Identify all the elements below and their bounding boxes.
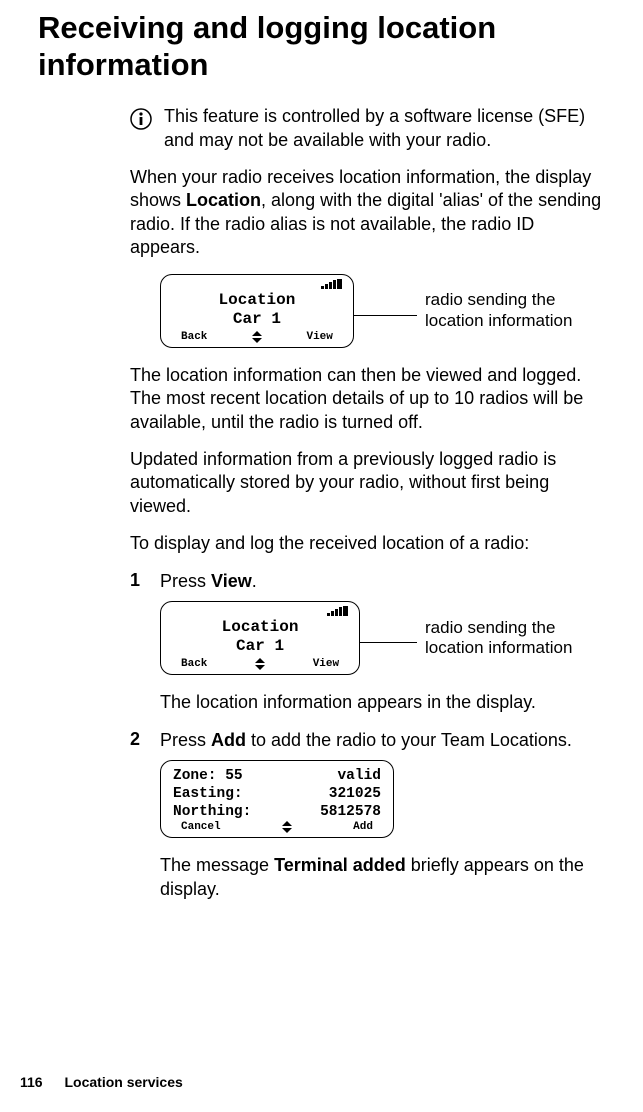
footer-page-number: 116 bbox=[20, 1074, 43, 1090]
para1-bold: Location bbox=[186, 190, 261, 210]
footer-section: Location services bbox=[64, 1074, 182, 1090]
step-1-number: 1 bbox=[130, 570, 146, 593]
detail-softkey-right[interactable]: Add bbox=[353, 821, 373, 833]
display-2-wrap: Location Car 1 Back View radio sending t… bbox=[160, 601, 605, 675]
detail-northing-value: 5812578 bbox=[320, 804, 381, 820]
updown-icon bbox=[255, 658, 265, 670]
step1-after: The location information appears in the … bbox=[160, 691, 605, 714]
step1-b: . bbox=[252, 571, 257, 591]
page-title: Receiving and logging location informati… bbox=[38, 10, 605, 83]
radio-display-1: Location Car 1 Back View bbox=[160, 274, 354, 348]
detail-northing-label: Northing: bbox=[173, 804, 251, 820]
step1-bold: View bbox=[211, 571, 252, 591]
display1-softkey-right[interactable]: View bbox=[306, 331, 332, 343]
step2-after: The message Terminal added briefly appea… bbox=[160, 854, 605, 901]
info-note-row: This feature is controlled by a software… bbox=[130, 105, 605, 152]
updown-icon bbox=[252, 331, 262, 343]
display2-softkey-left[interactable]: Back bbox=[181, 658, 207, 670]
step2-b: to add the radio to your Team Locations. bbox=[246, 730, 572, 750]
detail-zone-label: Zone: 55 bbox=[173, 768, 243, 784]
paragraph-1: When your radio receives location inform… bbox=[130, 166, 605, 260]
display-1-wrap: Location Car 1 Back View radio sending t… bbox=[160, 274, 605, 348]
updown-icon bbox=[282, 821, 292, 833]
caption-2: radio sending the location information bbox=[425, 618, 605, 659]
signal-icon bbox=[327, 606, 349, 618]
page-footer: 116 Location services bbox=[20, 1074, 183, 1090]
display2-line1: Location bbox=[161, 618, 359, 637]
step2-after-bold: Terminal added bbox=[274, 855, 406, 875]
step1-a: Press bbox=[160, 571, 211, 591]
step2-after-a: The message bbox=[160, 855, 274, 875]
step-1: 1 Press View. bbox=[130, 570, 605, 593]
detail-softkey-left[interactable]: Cancel bbox=[181, 821, 221, 833]
display1-softkey-left[interactable]: Back bbox=[181, 331, 207, 343]
step2-bold: Add bbox=[211, 730, 246, 750]
paragraph-3: Updated information from a previously lo… bbox=[130, 448, 605, 518]
radio-display-2: Location Car 1 Back View bbox=[160, 601, 360, 675]
display2-softkey-right[interactable]: View bbox=[313, 658, 339, 670]
info-note-text: This feature is controlled by a software… bbox=[164, 105, 605, 152]
paragraph-4: To display and log the received location… bbox=[130, 532, 605, 555]
info-icon bbox=[130, 108, 152, 135]
display1-line1: Location bbox=[161, 291, 353, 310]
display1-line2: Car 1 bbox=[233, 310, 281, 329]
detail-easting-value: 321025 bbox=[329, 786, 381, 802]
signal-icon bbox=[321, 279, 343, 291]
step-2: 2 Press Add to add the radio to your Tea… bbox=[130, 729, 605, 752]
detail-zone-value: valid bbox=[337, 768, 381, 784]
step-2-number: 2 bbox=[130, 729, 146, 752]
step2-a: Press bbox=[160, 730, 211, 750]
detail-display: Zone: 55 valid Easting: 321025 Northing:… bbox=[160, 760, 394, 838]
display2-line2: Car 1 bbox=[236, 637, 284, 656]
paragraph-2: The location information can then be vie… bbox=[130, 364, 605, 434]
detail-easting-label: Easting: bbox=[173, 786, 243, 802]
caption-1: radio sending the location information bbox=[425, 290, 605, 331]
pointer-line-1 bbox=[346, 315, 417, 317]
pointer-line-2 bbox=[352, 642, 417, 644]
